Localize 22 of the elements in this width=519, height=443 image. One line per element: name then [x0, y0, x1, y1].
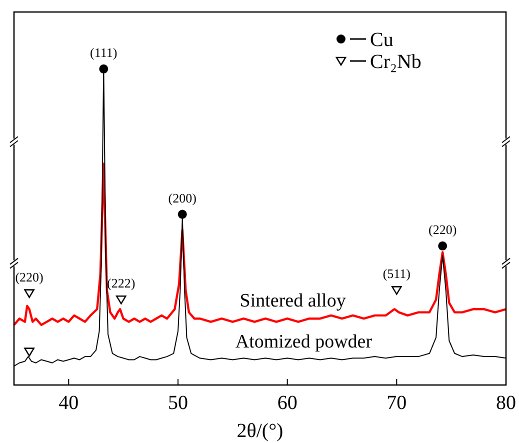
point	[392, 286, 402, 295]
point	[24, 348, 34, 356]
x-tick-label: 70	[386, 392, 407, 414]
series-label: Atomized powder	[235, 332, 373, 353]
x-tick-label: 50	[168, 392, 188, 414]
point	[438, 241, 448, 250]
legend-label: Cr₂Nb	[370, 51, 422, 73]
point	[178, 210, 187, 219]
annotation: (220)	[15, 269, 44, 284]
legend-label: Cu	[370, 29, 394, 51]
x-axis-title: 2θ/(°)	[236, 420, 284, 442]
annotation: (220)	[428, 222, 457, 237]
annotation: (200)	[168, 190, 196, 206]
point	[99, 64, 108, 74]
point	[116, 296, 126, 304]
annotation: (511)	[382, 266, 411, 282]
x-tick-label: 40	[58, 392, 79, 414]
annotation: (111)	[90, 44, 118, 60]
series-label: Sintered alloy	[240, 290, 346, 312]
x-tick-label: 60	[277, 392, 298, 414]
x-tick-label: 80	[496, 392, 516, 414]
point	[24, 289, 34, 298]
